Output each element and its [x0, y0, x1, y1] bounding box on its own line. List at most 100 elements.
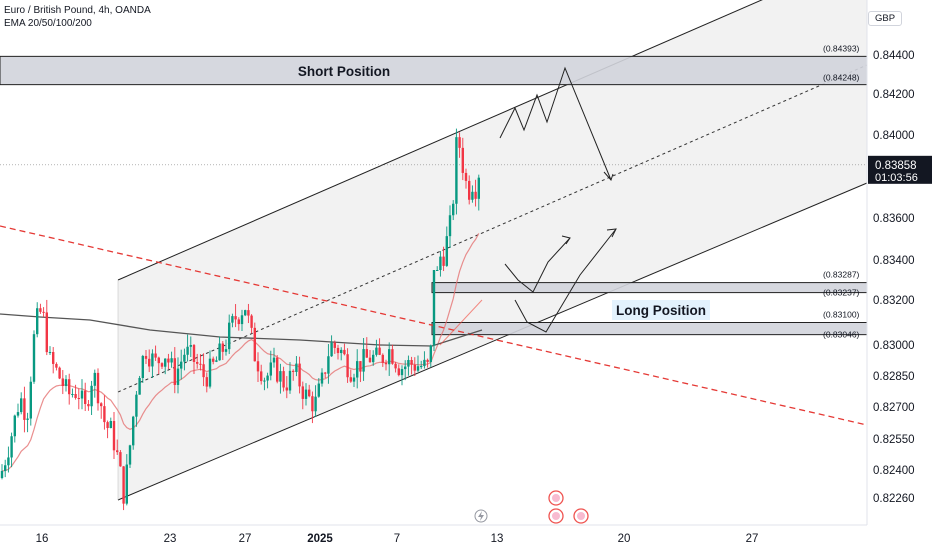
long-projection-path-1: [504, 237, 571, 293]
candle-body: [256, 361, 260, 372]
candle: [218, 336, 221, 361]
indicator-legend[interactable]: EMA 20/50/100/200: [4, 18, 92, 29]
symbol-title: Euro / British Pound, 4h, OANDA: [4, 5, 151, 16]
candle: [103, 395, 106, 430]
candle-body: [311, 396, 314, 412]
price-axis[interactable]: 0.82260 0.82400 0.82550 0.82700 0.82850 0.830…: [866, 0, 932, 525]
candle-body: [16, 412, 20, 416]
event-icons[interactable]: [474, 490, 589, 524]
candle-body: [122, 466, 125, 504]
candle: [269, 350, 272, 381]
candle: [455, 128, 458, 215]
candle: [420, 360, 423, 370]
candle: [320, 368, 324, 387]
candle: [13, 414, 16, 443]
candle: [253, 322, 256, 362]
candle: [381, 353, 384, 367]
candle-body: [324, 372, 327, 374]
candle: [109, 417, 112, 429]
candle: [282, 366, 285, 392]
candle-body: [407, 359, 410, 367]
candle-body: [320, 372, 324, 384]
candle: [461, 137, 464, 181]
candle-body: [439, 256, 442, 270]
candle-body: [144, 355, 148, 359]
candle-body: [362, 349, 365, 372]
zone-value-label: (0.83046): [823, 330, 860, 340]
candle: [285, 376, 288, 399]
ema-fast-line: [1, 233, 480, 472]
candle: [276, 355, 279, 384]
candle-body: [397, 368, 400, 376]
candle-body: [0, 471, 4, 478]
candle-body: [468, 180, 471, 200]
candle: [186, 334, 189, 362]
position-zone: [431, 322, 868, 336]
flash-icon-bolt: [478, 511, 484, 521]
candle-body: [212, 358, 215, 362]
candle-body: [461, 147, 464, 173]
candle: [368, 350, 372, 363]
position-zone: [431, 282, 868, 294]
candle-body: [160, 363, 164, 367]
candle-body: [199, 363, 202, 365]
candle-body: [295, 363, 298, 372]
candle: [340, 347, 343, 361]
candle-body: [285, 387, 288, 391]
candle: [263, 377, 266, 391]
candle: [397, 364, 400, 377]
candle: [58, 366, 61, 380]
economic-event-icon: [548, 490, 564, 506]
candle-body: [333, 342, 336, 348]
candle: [90, 380, 93, 416]
candle-body: [330, 342, 333, 357]
time-axis[interactable]: 16 23 27 2025 7 13 20 27: [0, 524, 867, 545]
candle: [384, 359, 388, 371]
candle-body: [84, 390, 87, 405]
short-position-label: Short Position: [298, 64, 390, 79]
candle-body: [234, 316, 237, 320]
candle-body: [445, 236, 448, 266]
candle-body: [471, 191, 474, 200]
arrow-head: [603, 171, 614, 181]
candle: [432, 269, 436, 352]
candle: [272, 347, 276, 368]
economic-event-icon: [548, 508, 564, 524]
candle: [32, 330, 36, 384]
currency-button[interactable]: GBP: [868, 11, 903, 26]
candle-body: [372, 354, 375, 363]
candle-body: [215, 360, 218, 362]
candle-body: [93, 372, 96, 386]
candle-body: [349, 377, 352, 382]
candle-body: [477, 177, 480, 199]
candle: [93, 369, 96, 398]
candle-body: [231, 316, 234, 323]
candle: [157, 356, 160, 375]
candle: [119, 450, 122, 467]
candle: [170, 351, 173, 368]
candle-body: [64, 379, 68, 387]
candle: [260, 364, 263, 385]
candle: [116, 439, 119, 455]
price-tick-label: 0.84200: [873, 89, 915, 101]
candle: [4, 459, 7, 478]
candle-body: [192, 345, 196, 362]
candle-body: [314, 396, 317, 412]
candle: [141, 354, 144, 383]
candle: [202, 353, 205, 387]
candle-body: [458, 137, 461, 148]
candle: [52, 347, 55, 374]
price-tick-label: 0.83000: [873, 340, 915, 352]
candle: [250, 314, 253, 334]
candle: [279, 363, 282, 394]
candle: [388, 342, 391, 376]
candle-body: [263, 380, 266, 382]
candle-body: [87, 404, 90, 407]
time-tick-label: 20: [618, 533, 631, 545]
candle: [96, 368, 100, 411]
candle-body: [269, 362, 272, 376]
candle-body: [32, 334, 36, 382]
time-tick-label: 13: [491, 533, 504, 545]
candle-body: [378, 347, 381, 355]
